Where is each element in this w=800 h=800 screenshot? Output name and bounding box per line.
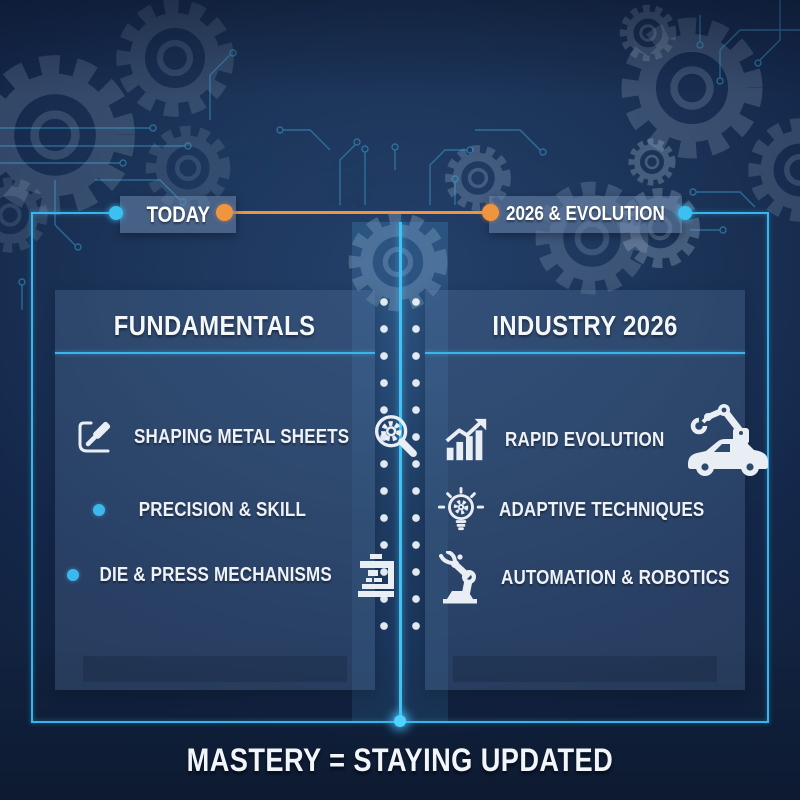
list-item: PRECISION & SKILL <box>93 490 339 530</box>
bullet-dot <box>67 569 79 581</box>
main-title: METAL STAMPING: <box>0 18 800 86</box>
timeline-connector-line <box>225 211 491 214</box>
list-item: ADAPTIVE TECHNIQUES <box>437 482 727 538</box>
item-label: DIE & PRESS MECHANISMS <box>99 563 332 586</box>
frame-line-top-right <box>690 212 768 214</box>
fundamentals-panel: FUNDAMENTALS SHAPING METAL SHEETS PRECIS… <box>55 290 418 690</box>
list-item: AUTOMATION & ROBOTICS <box>433 548 729 608</box>
item-label: AUTOMATION & ROBOTICS <box>501 566 730 589</box>
list-item: RAPID EVOLUTION <box>441 398 769 482</box>
cyan-node-left <box>109 206 123 220</box>
dotted-column-right <box>412 297 420 649</box>
timeline-label-evolution: 2026 & EVOLUTION <box>489 196 682 233</box>
sub-title: 2026 & BEYOND <box>0 82 800 147</box>
fundamentals-header-text: FUNDAMENTALS <box>114 310 316 341</box>
stamping-hammer-icon <box>78 421 111 453</box>
robot-arm-icon <box>439 551 477 604</box>
dotted-column-left <box>380 297 388 649</box>
industry-underline <box>425 352 745 354</box>
industry-header-text: INDUSTRY 2026 <box>492 310 678 341</box>
footer-tagline: MASTERY = STAYING UPDATED <box>0 742 800 779</box>
cyan-node-right <box>678 206 692 220</box>
list-item: SHAPING METAL SHEETS <box>75 405 418 469</box>
today-label-text: TODAY <box>146 201 210 227</box>
circuit-traces <box>0 0 800 310</box>
frame-line-left <box>31 212 33 723</box>
fundamentals-underline <box>55 352 375 354</box>
bulb-gear-icon <box>437 486 485 531</box>
bullet-dot <box>93 504 105 516</box>
item-label: RAPID EVOLUTION <box>505 428 665 451</box>
center-divider-line <box>399 222 402 722</box>
item-label: PRECISION & SKILL <box>138 498 306 521</box>
robot-car-icon <box>688 404 769 476</box>
industry-2026-panel: INDUSTRY 2026 RAPID EVOLUTION <box>425 290 769 690</box>
orange-node-left <box>216 204 233 221</box>
frame-line-top-left <box>32 212 112 214</box>
press-machine-icon <box>358 554 395 597</box>
fundamentals-header: FUNDAMENTALS <box>55 310 375 342</box>
industry-header: INDUSTRY 2026 <box>425 310 745 342</box>
item-label: ADAPTIVE TECHNIQUES <box>499 498 705 521</box>
list-item: DIE & PRESS MECHANISMS <box>67 547 395 603</box>
growth-chart-icon <box>445 418 487 461</box>
main-title-text: METAL STAMPING: <box>163 19 637 85</box>
footer-tagline-text: MASTERY = STAYING UPDATED <box>186 742 614 778</box>
sub-title-text: 2026 & BEYOND <box>209 83 591 146</box>
orange-node-right <box>482 204 499 221</box>
evolution-label-text: 2026 & EVOLUTION <box>506 203 665 225</box>
item-label: SHAPING METAL SHEETS <box>133 425 350 448</box>
cyan-node-bottom <box>394 715 406 727</box>
